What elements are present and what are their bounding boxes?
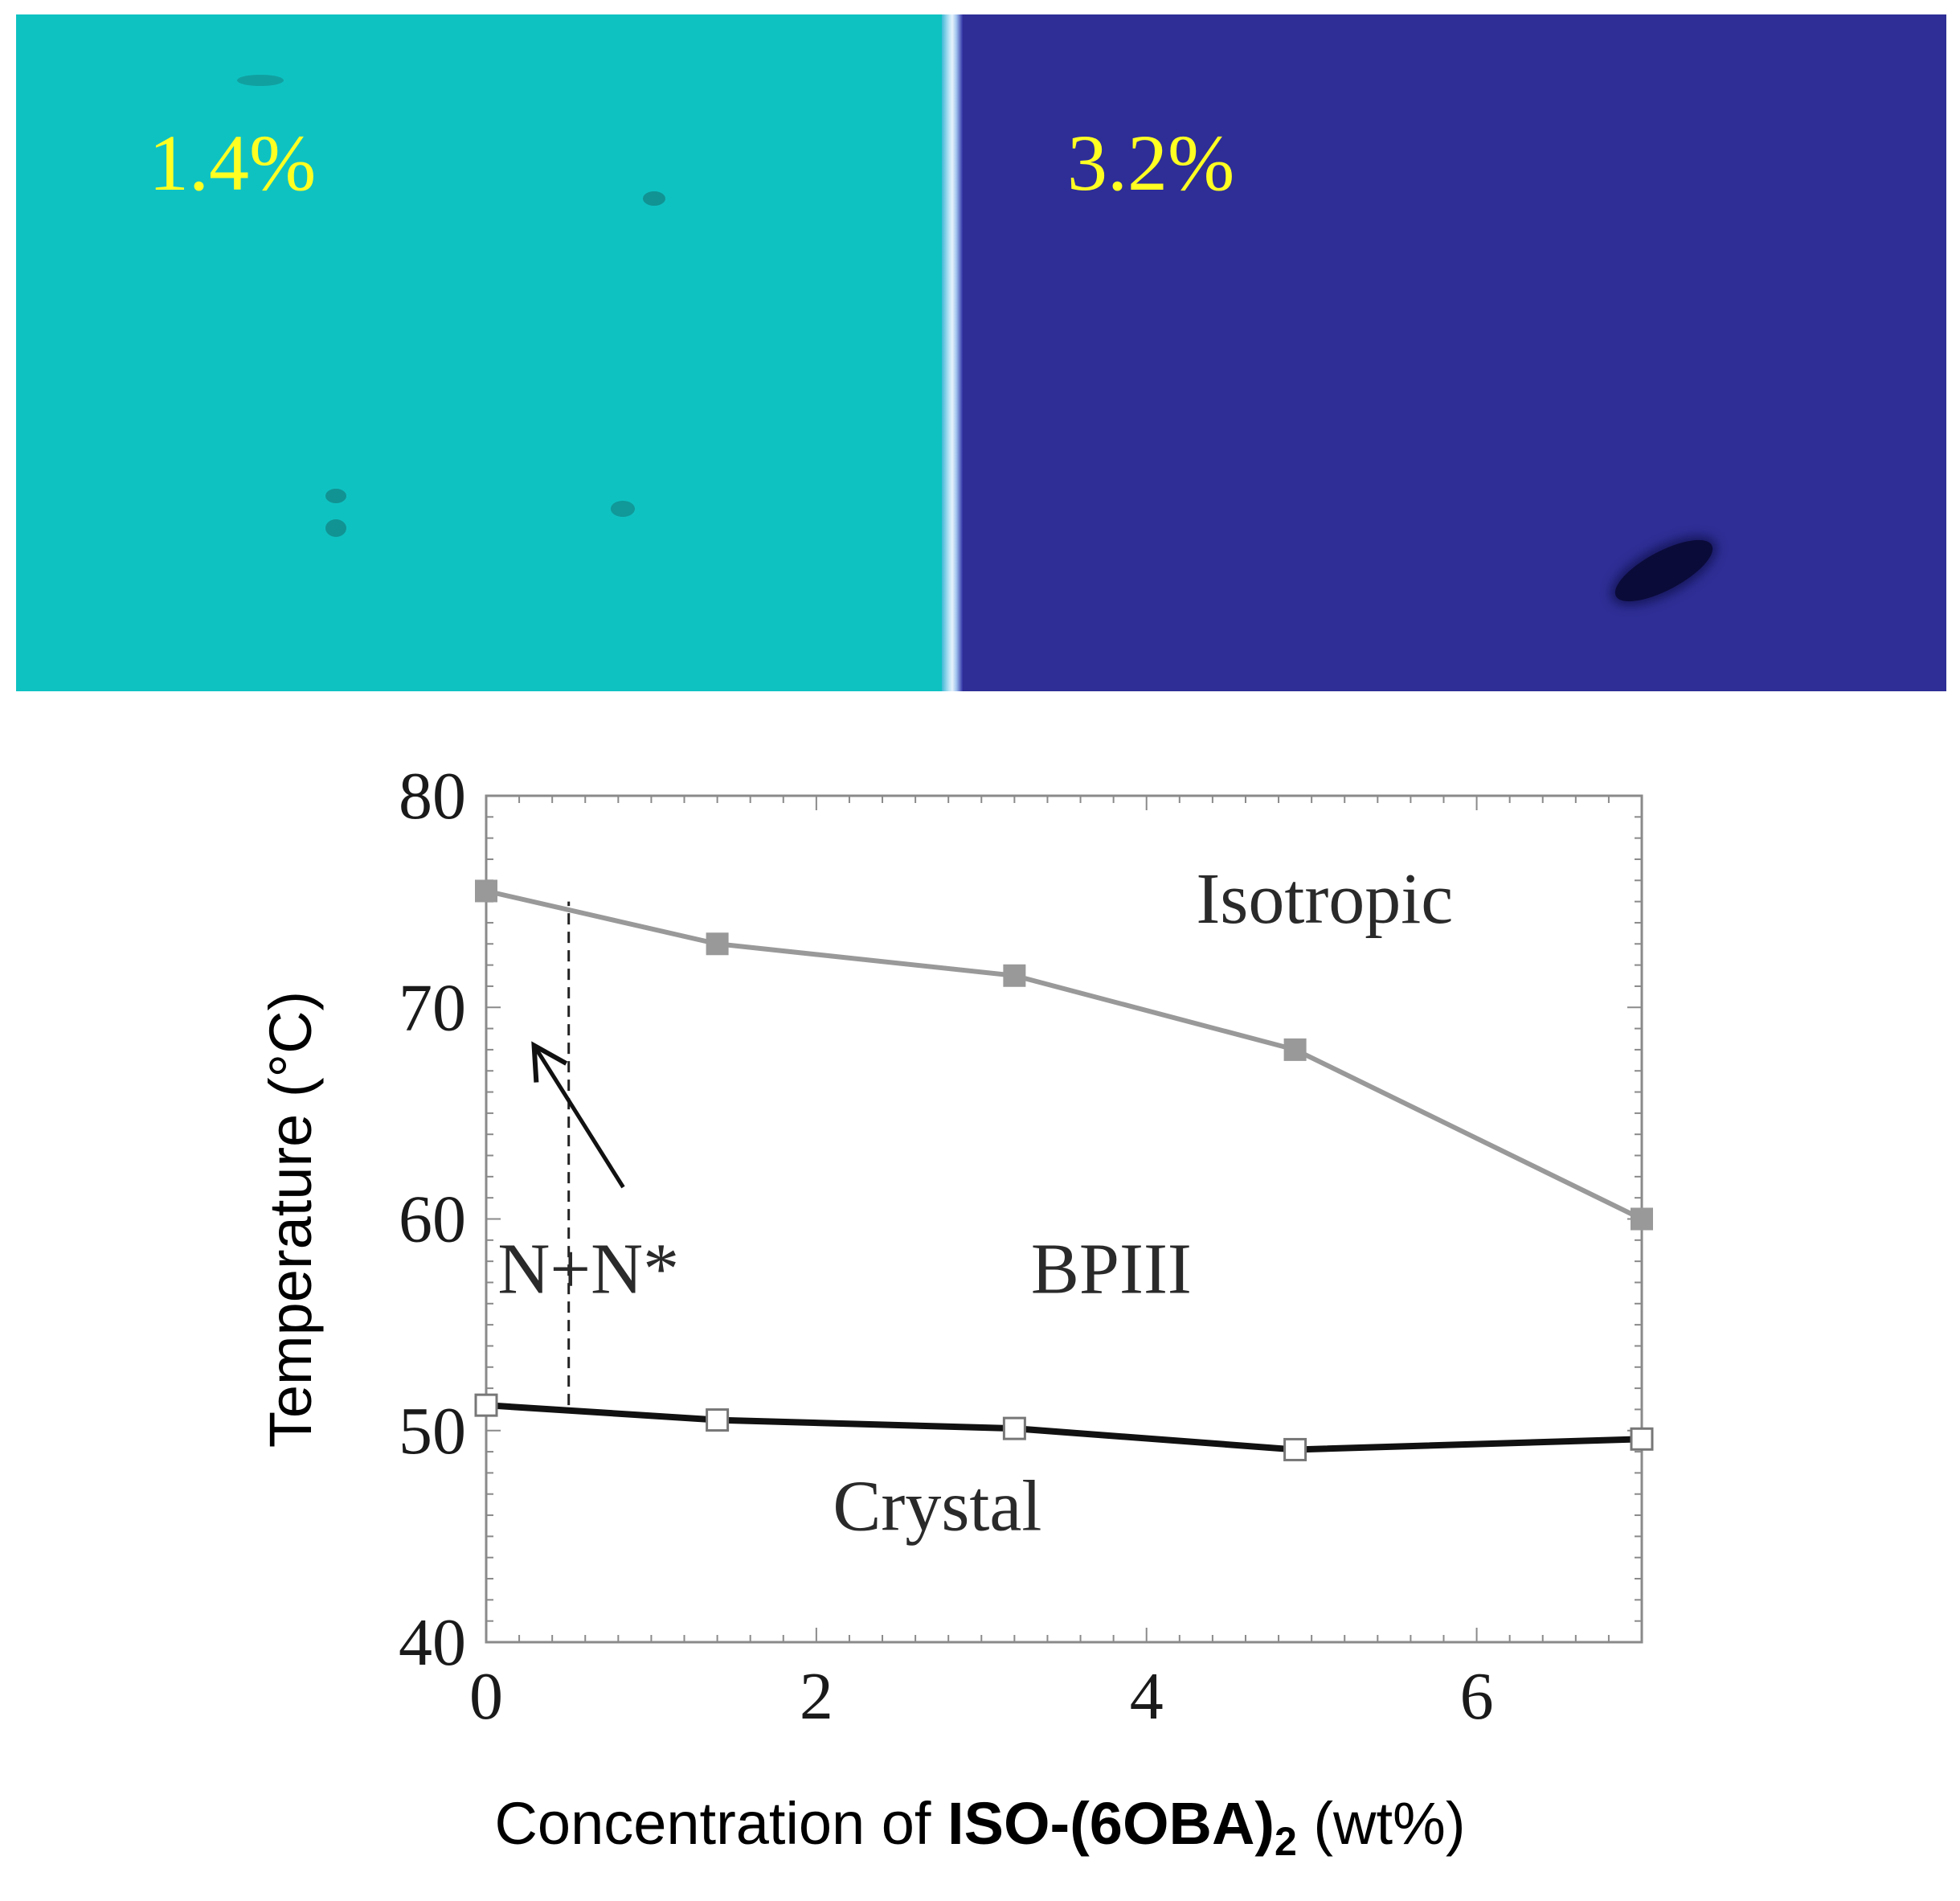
x-axis-label-subscript: 2 [1275,1819,1297,1864]
plot-frame [485,794,1643,1644]
data-point-marker [1003,964,1026,987]
y-tick-label: 50 [399,1394,466,1469]
region-label-n-n-star: N+N* [497,1230,679,1309]
annotation-arrow [532,1044,625,1189]
y-tick-label: 70 [399,970,466,1045]
x-axis-label: Concentration of ISO-(6OBA)2 (wt%) [0,1794,1960,1862]
data-point-marker [1002,1416,1026,1440]
micrograph-right: 3.2% [963,14,1946,691]
series-lines [474,879,1654,1461]
data-point-marker [475,879,497,903]
x-tick-label: 2 [800,1659,833,1734]
series-line-0 [485,888,1643,1222]
y-axis-label: Temperature (°C) [256,990,324,1448]
speck [325,489,346,503]
speck [611,501,635,517]
x-axis-label-prefix: Concentration of [494,1790,948,1857]
speck [325,519,346,537]
data-point-marker [706,1408,730,1432]
photo-divider [942,14,963,691]
region-label-crystal: Crystal [833,1466,1041,1546]
x-tick-label: 0 [469,1659,503,1734]
region-label-isotropic: Isotropic [1196,859,1453,939]
data-point-marker [706,932,729,956]
concentration-label-left: 1.4% [149,118,317,207]
arrow-head [531,1041,568,1083]
x-axis-label-suffix: (wt%) [1296,1790,1466,1857]
data-point-marker [1283,1437,1307,1461]
micrograph-panel: 1.4% 3.2% [16,14,1946,691]
y-tick-label: 80 [399,759,466,834]
y-tick-label: 40 [399,1605,466,1680]
annotations: Isotropic BPIII Crystal N+N* [497,859,1453,1547]
series-line-1 [485,1402,1643,1453]
speck [643,191,665,206]
phase-diagram: 0 2 4 6 40 50 60 70 80 Isotropic BPIII Crystal N+N* [399,759,1654,1734]
concentration-label-right: 3.2% [1067,118,1235,207]
data-point-marker [1630,1427,1654,1451]
data-point-marker [1283,1038,1307,1061]
x-axis-label-compound: ISO-(6OBA) [947,1790,1275,1857]
x-tick-label: 4 [1130,1659,1164,1734]
data-point-marker [1631,1207,1653,1231]
axis-ticks: 0 2 4 6 40 50 60 70 80 [399,759,1643,1734]
micrograph-left: 1.4% [16,14,942,691]
x-tick-label: 6 [1460,1659,1494,1734]
speck [237,75,284,86]
y-tick-label: 60 [399,1182,466,1257]
data-point-marker [474,1393,498,1417]
defect-speck [1606,528,1721,613]
region-label-bpiii: BPIII [1031,1230,1192,1309]
plot-border [485,794,1643,1644]
